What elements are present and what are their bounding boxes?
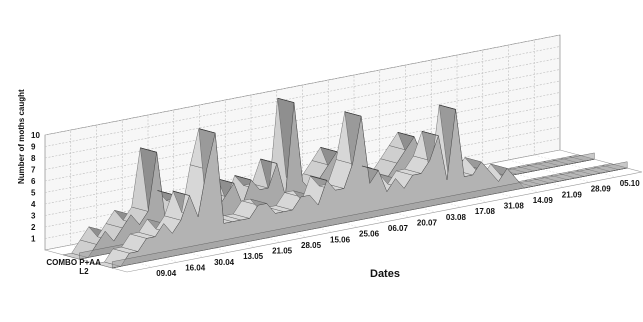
series-label: L2 (79, 267, 89, 276)
peak-crest (310, 175, 327, 181)
y-tick-label: 10 (31, 131, 40, 140)
x-tick-label: 30.04 (214, 258, 235, 267)
x-tick-label: 13.05 (243, 252, 264, 261)
x-tick-label: 20.07 (417, 218, 438, 227)
x-tick-label: 21.09 (562, 190, 583, 199)
x-tick-label: 25.06 (359, 230, 380, 239)
peak-crest (397, 132, 415, 138)
peak-crest (234, 175, 252, 181)
peak-crest (198, 128, 216, 134)
x-tick-label: 15.06 (330, 235, 351, 244)
peak-crest (439, 104, 456, 110)
x-tick-label: 09.04 (156, 269, 177, 278)
x-tick-label: 06.07 (388, 224, 409, 233)
y-tick-label: 3 (31, 212, 36, 221)
floor-gridline (508, 159, 591, 183)
y-tick-label: 2 (31, 223, 36, 232)
y-tick-label: 7 (31, 166, 36, 175)
x-tick-label: 03.08 (446, 213, 467, 222)
series-layer (62, 97, 628, 269)
y-tick-label: 4 (31, 200, 36, 209)
y-tick-label: 9 (31, 143, 36, 152)
y-tick-label: 8 (31, 154, 36, 163)
y-tick-label: 6 (31, 177, 36, 186)
y-tick-label: 5 (31, 189, 36, 198)
peak-crest (140, 147, 157, 153)
ribbon-base-strip (111, 161, 628, 269)
x-tick-label: 16.04 (185, 263, 206, 272)
ribbon-l2 (95, 104, 628, 269)
peak-crest (344, 111, 362, 117)
floor-gridline (534, 154, 617, 178)
y-axis-label: Number of moths caught (17, 89, 26, 184)
peak-crest (260, 158, 277, 164)
label-layer: Dates Number of moths caught COMBO P+AAL… (17, 89, 640, 280)
y-tick-label: 1 (31, 235, 36, 244)
peak-crest (361, 165, 379, 171)
peak-crest (172, 190, 190, 196)
x-tick-label: 17.08 (475, 207, 496, 216)
peak-crest (157, 190, 174, 196)
x-tick-label: 31.08 (504, 202, 525, 211)
peak-crest (217, 178, 235, 184)
x-tick-label: 05.10 (620, 179, 641, 188)
x-tick-label: 14.09 (533, 196, 554, 205)
x-tick-label: 28.09 (591, 185, 612, 194)
peak-crest (421, 130, 439, 137)
peak-crest (320, 147, 338, 153)
x-tick-label: 28.05 (301, 241, 322, 250)
x-axis-label: Dates (370, 268, 400, 280)
x-tick-label: 21.05 (272, 247, 293, 256)
peak-crest (277, 97, 295, 103)
series-label: COMBO P+AA (46, 258, 101, 267)
